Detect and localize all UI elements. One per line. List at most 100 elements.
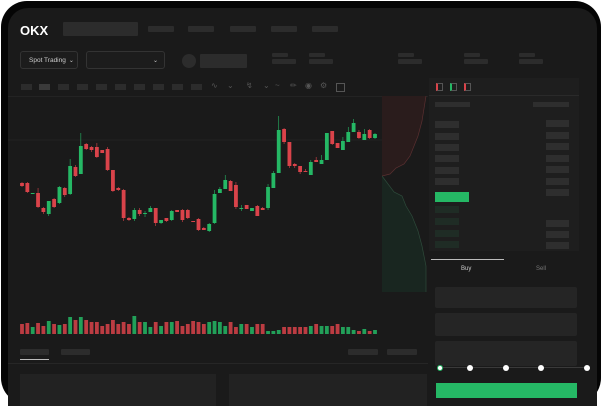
candle[interactable] <box>330 131 335 145</box>
candle[interactable] <box>25 182 30 193</box>
slider-handle[interactable] <box>437 365 443 371</box>
candle[interactable] <box>20 182 24 187</box>
indicator-icon[interactable]: ∿ <box>211 81 218 90</box>
candle[interactable] <box>180 209 185 222</box>
tab-order-history[interactable] <box>61 349 90 355</box>
candle[interactable] <box>196 218 201 231</box>
candle[interactable] <box>153 208 158 226</box>
amount-input[interactable] <box>435 313 577 336</box>
nav-item[interactable] <box>271 26 297 32</box>
candle[interactable] <box>282 128 286 144</box>
candle[interactable] <box>159 220 163 224</box>
candle[interactable] <box>148 206 153 212</box>
candle[interactable] <box>292 163 297 168</box>
candle[interactable] <box>228 180 233 191</box>
candle[interactable] <box>132 208 137 221</box>
timeframe-button[interactable] <box>39 84 50 90</box>
candle[interactable] <box>68 159 73 195</box>
slider-step-50[interactable] <box>503 365 509 371</box>
timeframe-button[interactable] <box>172 84 183 90</box>
candle[interactable] <box>201 227 206 230</box>
candle[interactable] <box>41 207 46 214</box>
book-asks-icon[interactable] <box>464 83 471 91</box>
order-book-price[interactable] <box>435 178 459 185</box>
candle[interactable] <box>239 205 244 211</box>
candle[interactable] <box>169 210 174 221</box>
candle[interactable] <box>143 211 147 217</box>
tab-open-orders[interactable] <box>20 349 49 355</box>
nav-item[interactable] <box>148 26 174 32</box>
candle[interactable] <box>346 127 351 142</box>
book-both-icon[interactable] <box>436 83 443 91</box>
more-button[interactable] <box>387 349 417 355</box>
candle[interactable] <box>271 171 276 188</box>
order-book-price[interactable] <box>435 218 459 225</box>
candle[interactable] <box>351 119 356 132</box>
price-input[interactable] <box>435 287 577 308</box>
candle[interactable] <box>324 133 329 160</box>
timeframe-button[interactable] <box>77 84 88 90</box>
okx-logo[interactable]: OKX <box>20 23 49 38</box>
candle[interactable] <box>62 187 67 197</box>
slider-step-25[interactable] <box>467 365 473 371</box>
candle[interactable] <box>207 223 212 232</box>
order-book-price[interactable] <box>435 230 459 237</box>
candle[interactable] <box>111 170 115 192</box>
candle[interactable] <box>255 205 260 216</box>
pair-dropdown[interactable]: ⌄ <box>86 51 165 69</box>
candle[interactable] <box>266 184 270 210</box>
candle[interactable] <box>319 155 324 164</box>
filter-button[interactable] <box>348 349 378 355</box>
nav-item[interactable] <box>230 26 256 32</box>
timeframe-button[interactable] <box>96 84 107 90</box>
search-bar[interactable] <box>63 22 138 36</box>
candle[interactable] <box>362 129 367 140</box>
candle[interactable] <box>94 143 99 158</box>
order-book-price[interactable] <box>435 121 459 128</box>
wave-icon[interactable]: ~ <box>275 81 280 90</box>
candle[interactable] <box>341 137 345 150</box>
candle[interactable] <box>212 190 217 224</box>
draw-icon[interactable]: ↯ <box>246 81 253 90</box>
candle[interactable] <box>303 169 308 172</box>
timeframe-button[interactable] <box>115 84 126 90</box>
nav-item[interactable] <box>312 26 338 32</box>
candle[interactable] <box>164 218 169 222</box>
candle[interactable] <box>298 166 303 174</box>
candle[interactable] <box>260 207 265 210</box>
buy-button[interactable] <box>436 383 577 398</box>
nav-item[interactable] <box>188 26 214 32</box>
candle[interactable] <box>250 208 254 211</box>
candle[interactable] <box>36 188 40 208</box>
order-book-price[interactable] <box>435 144 459 151</box>
candle[interactable] <box>223 175 228 189</box>
candle[interactable] <box>84 143 89 150</box>
candle[interactable] <box>46 201 51 216</box>
candle[interactable] <box>276 116 281 173</box>
candle[interactable] <box>217 187 222 193</box>
candle[interactable] <box>314 157 319 162</box>
order-book-price[interactable] <box>435 133 459 140</box>
tab-buy[interactable]: Buy <box>461 266 472 272</box>
candle[interactable] <box>234 182 238 209</box>
timeframe-button[interactable] <box>58 84 69 90</box>
order-book-price[interactable] <box>435 241 459 248</box>
candle[interactable] <box>78 133 83 174</box>
settings-icon[interactable]: ⚙ <box>320 81 328 90</box>
candle[interactable] <box>121 189 126 221</box>
candle[interactable] <box>244 205 249 209</box>
market-type-dropdown[interactable]: Spot Trading ⌄ <box>20 51 78 69</box>
timeframe-button[interactable] <box>191 84 202 90</box>
candle[interactable] <box>137 208 142 216</box>
slider-step-75[interactable] <box>538 365 544 371</box>
ruler-icon[interactable]: ✏ <box>290 81 297 90</box>
order-book-price[interactable] <box>435 155 459 162</box>
fullscreen-icon[interactable] <box>336 83 345 92</box>
chevron-down-icon[interactable]: ⌄ <box>227 81 234 90</box>
candle[interactable] <box>308 160 313 175</box>
last-price-highlight[interactable] <box>435 192 469 202</box>
candle[interactable] <box>357 130 361 139</box>
candle[interactable] <box>191 221 196 222</box>
slider-step-100[interactable] <box>584 365 590 371</box>
candle[interactable] <box>335 143 340 148</box>
